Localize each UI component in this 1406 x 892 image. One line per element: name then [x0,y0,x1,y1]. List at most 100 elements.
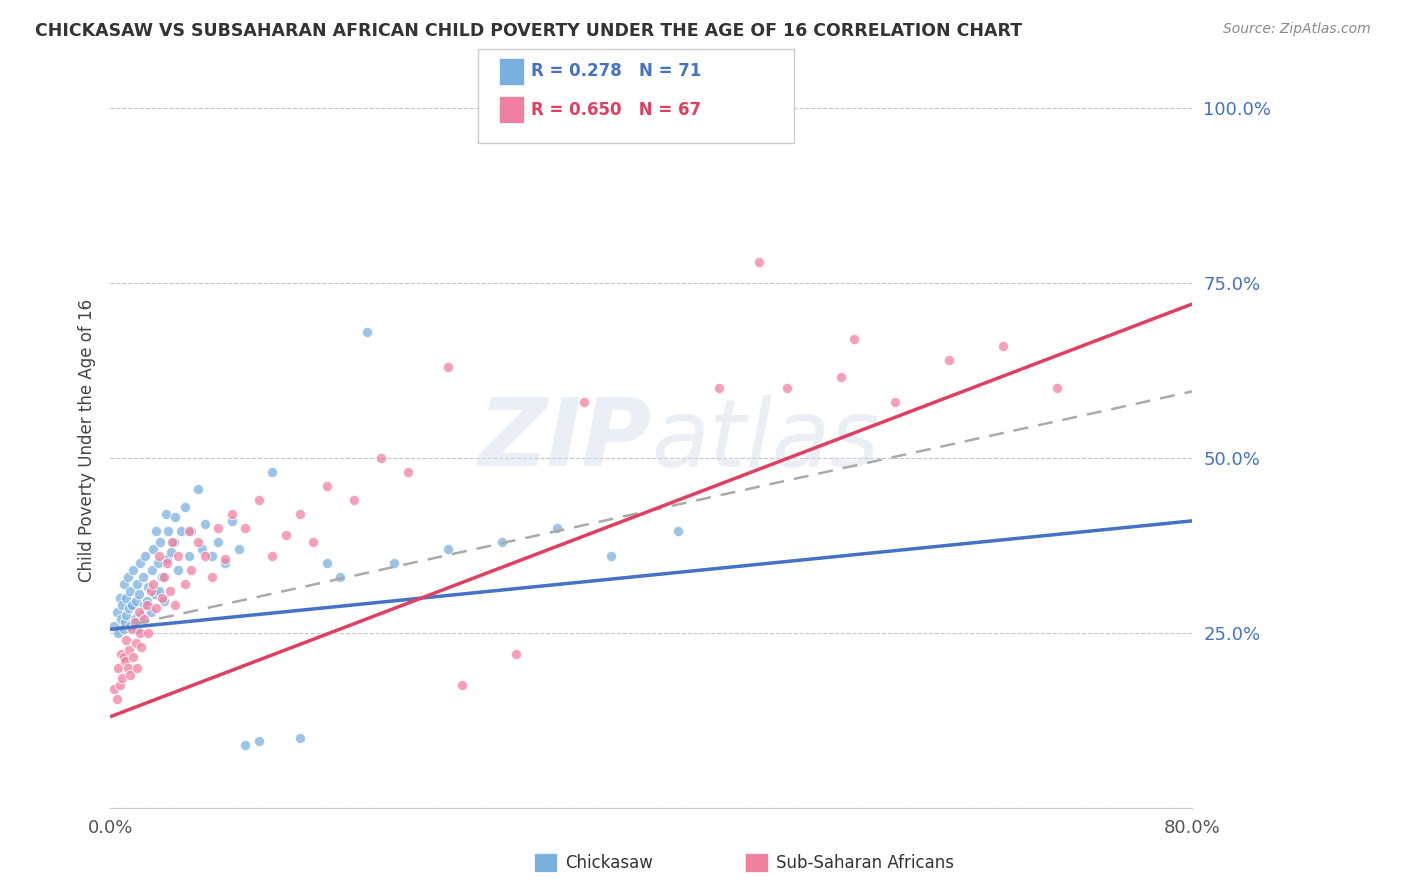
Point [124,612,146,626]
Point [235,521,257,535]
Point [262,465,284,479]
Point [844,332,866,346]
Point [201,549,224,563]
Point [128,587,150,601]
Point [108,591,131,605]
Point [775,101,797,115]
Point [572,395,595,409]
Point [136,580,159,594]
Point [127,661,149,675]
Point [343,492,366,507]
Point [105,605,128,619]
Point [148,549,170,563]
Point [150,570,173,584]
Point [117,570,139,584]
Point [288,507,311,521]
Point [115,591,138,605]
Point [148,583,170,598]
Point [142,541,165,556]
Point [120,667,142,681]
Point [129,608,152,623]
Point [107,625,129,640]
Text: Source: ZipAtlas.com: Source: ZipAtlas.com [1223,22,1371,37]
Point [129,640,152,654]
Point [114,654,136,668]
Point [132,598,155,612]
Point [103,681,125,696]
Point [163,534,186,549]
Point [666,524,689,539]
Point [153,594,176,608]
Point [214,556,236,570]
Point [128,605,150,619]
Point [221,507,243,521]
Text: Chickasaw: Chickasaw [565,854,652,871]
Point [141,563,163,577]
Point [288,731,311,745]
Point [122,563,145,577]
Point [124,615,146,630]
Point [382,556,405,570]
Point [146,556,169,570]
Point [107,661,129,675]
Point [546,521,568,535]
Point [120,619,142,633]
Point [129,625,152,640]
Point [214,552,236,566]
Point [166,563,188,577]
Point [599,549,621,563]
Text: atlas: atlas [651,395,880,486]
Point [221,514,243,528]
Point [115,608,138,623]
Point [830,370,852,384]
Text: Sub-Saharan Africans: Sub-Saharan Africans [776,854,955,871]
Point [938,352,960,367]
Point [118,643,141,657]
Point [173,577,195,591]
Point [775,381,797,395]
Point [105,692,128,706]
Point [166,549,188,563]
Point [131,570,153,584]
Point [173,500,195,514]
Point [201,570,224,584]
Point [262,549,284,563]
Point [177,549,200,563]
Point [118,601,141,615]
Point [145,524,167,539]
Point [991,339,1014,353]
Point [139,583,162,598]
Point [207,534,229,549]
Point [187,483,209,497]
Text: CHICKASAW VS SUBSAHARAN AFRICAN CHILD POVERTY UNDER THE AGE OF 16 CORRELATION CH: CHICKASAW VS SUBSAHARAN AFRICAN CHILD PO… [35,22,1022,40]
Point [302,534,325,549]
Point [135,594,157,608]
Point [134,549,156,563]
Point [120,583,142,598]
Text: R = 0.650   N = 67: R = 0.650 N = 67 [531,101,702,119]
Point [108,678,131,692]
Point [110,647,132,661]
Point [121,622,143,636]
Point [145,601,167,615]
Point [112,622,135,636]
Point [162,534,184,549]
Point [125,636,148,650]
Point [143,587,166,601]
Point [117,661,139,675]
Point [121,598,143,612]
Point [165,510,187,524]
Point [437,541,460,556]
Text: R = 0.278   N = 71: R = 0.278 N = 71 [531,62,702,80]
Point [103,619,125,633]
Point [149,534,172,549]
Point [491,534,513,549]
Point [451,678,474,692]
Point [228,541,250,556]
Point [160,545,183,559]
Point [315,556,337,570]
Point [127,577,149,591]
Point [114,615,136,630]
Point [169,524,191,539]
Point [194,517,217,532]
